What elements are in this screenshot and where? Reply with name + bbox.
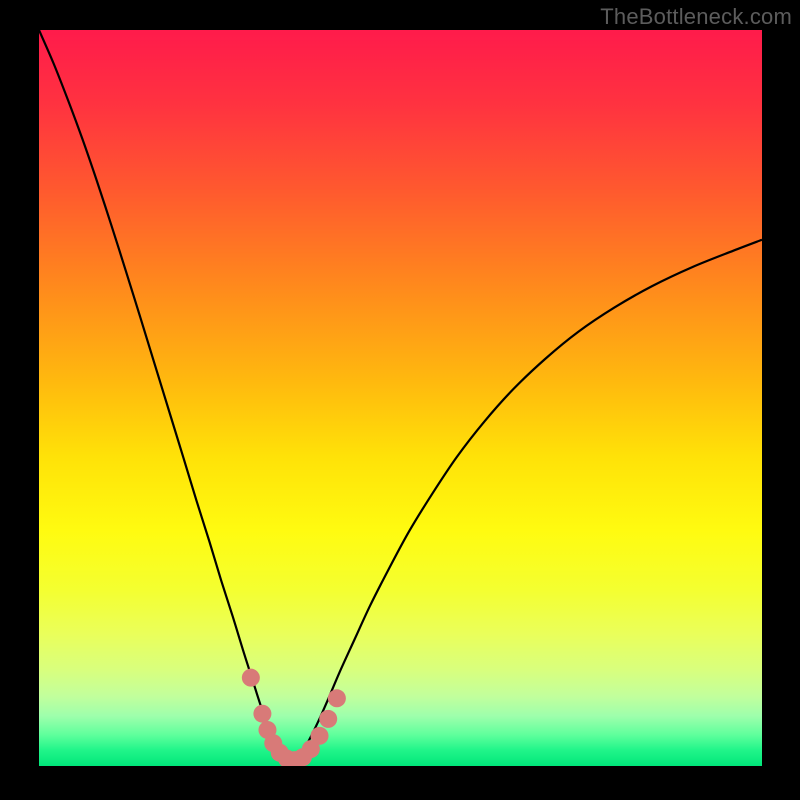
bottleneck-curve	[39, 30, 762, 766]
marker-dot	[311, 727, 329, 745]
marker-dot	[319, 710, 337, 728]
marker-dot	[253, 705, 271, 723]
plot-area	[39, 30, 762, 766]
marker-group	[242, 669, 346, 766]
watermark-text: TheBottleneck.com	[600, 4, 792, 30]
marker-dot	[328, 689, 346, 707]
curve-path	[39, 30, 762, 762]
marker-dot	[242, 669, 260, 687]
